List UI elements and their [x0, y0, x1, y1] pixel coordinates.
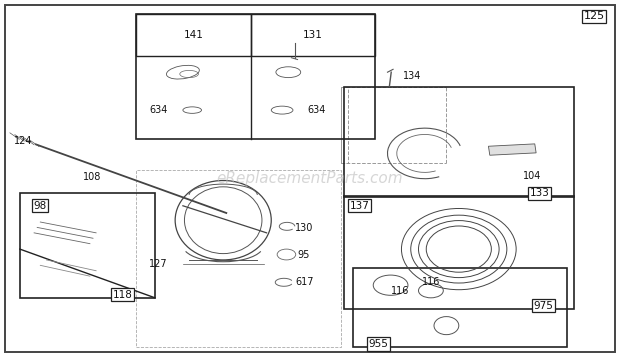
Text: 137: 137 [350, 201, 370, 211]
Text: 98: 98 [33, 201, 47, 211]
Text: 104: 104 [523, 171, 541, 181]
Text: 634: 634 [307, 105, 326, 115]
Bar [344, 87, 574, 197]
Text: 131: 131 [303, 30, 323, 40]
Text: 108: 108 [82, 172, 101, 182]
Text: 130: 130 [294, 223, 313, 233]
Bar [136, 14, 375, 139]
Bar [489, 144, 536, 155]
Bar [251, 14, 375, 56]
Bar [136, 170, 341, 347]
Bar [353, 268, 567, 347]
Bar [20, 193, 155, 298]
Text: 124: 124 [14, 136, 33, 146]
Text: 118: 118 [113, 290, 133, 300]
Text: 134: 134 [403, 71, 422, 81]
Text: 617: 617 [296, 277, 314, 287]
Text: 975: 975 [534, 301, 554, 311]
Text: 116: 116 [422, 277, 440, 287]
Bar [344, 196, 574, 309]
Bar [136, 14, 251, 56]
Text: 116: 116 [391, 286, 409, 296]
Text: 95: 95 [298, 249, 310, 260]
Bar [341, 87, 348, 163]
Text: 634: 634 [149, 105, 167, 115]
Text: 127: 127 [149, 258, 167, 269]
Text: 125: 125 [583, 11, 604, 21]
Text: 141: 141 [184, 30, 203, 40]
Text: eReplacementParts.com: eReplacementParts.com [216, 171, 404, 186]
Text: 955: 955 [368, 339, 388, 349]
Text: 133: 133 [529, 188, 549, 198]
